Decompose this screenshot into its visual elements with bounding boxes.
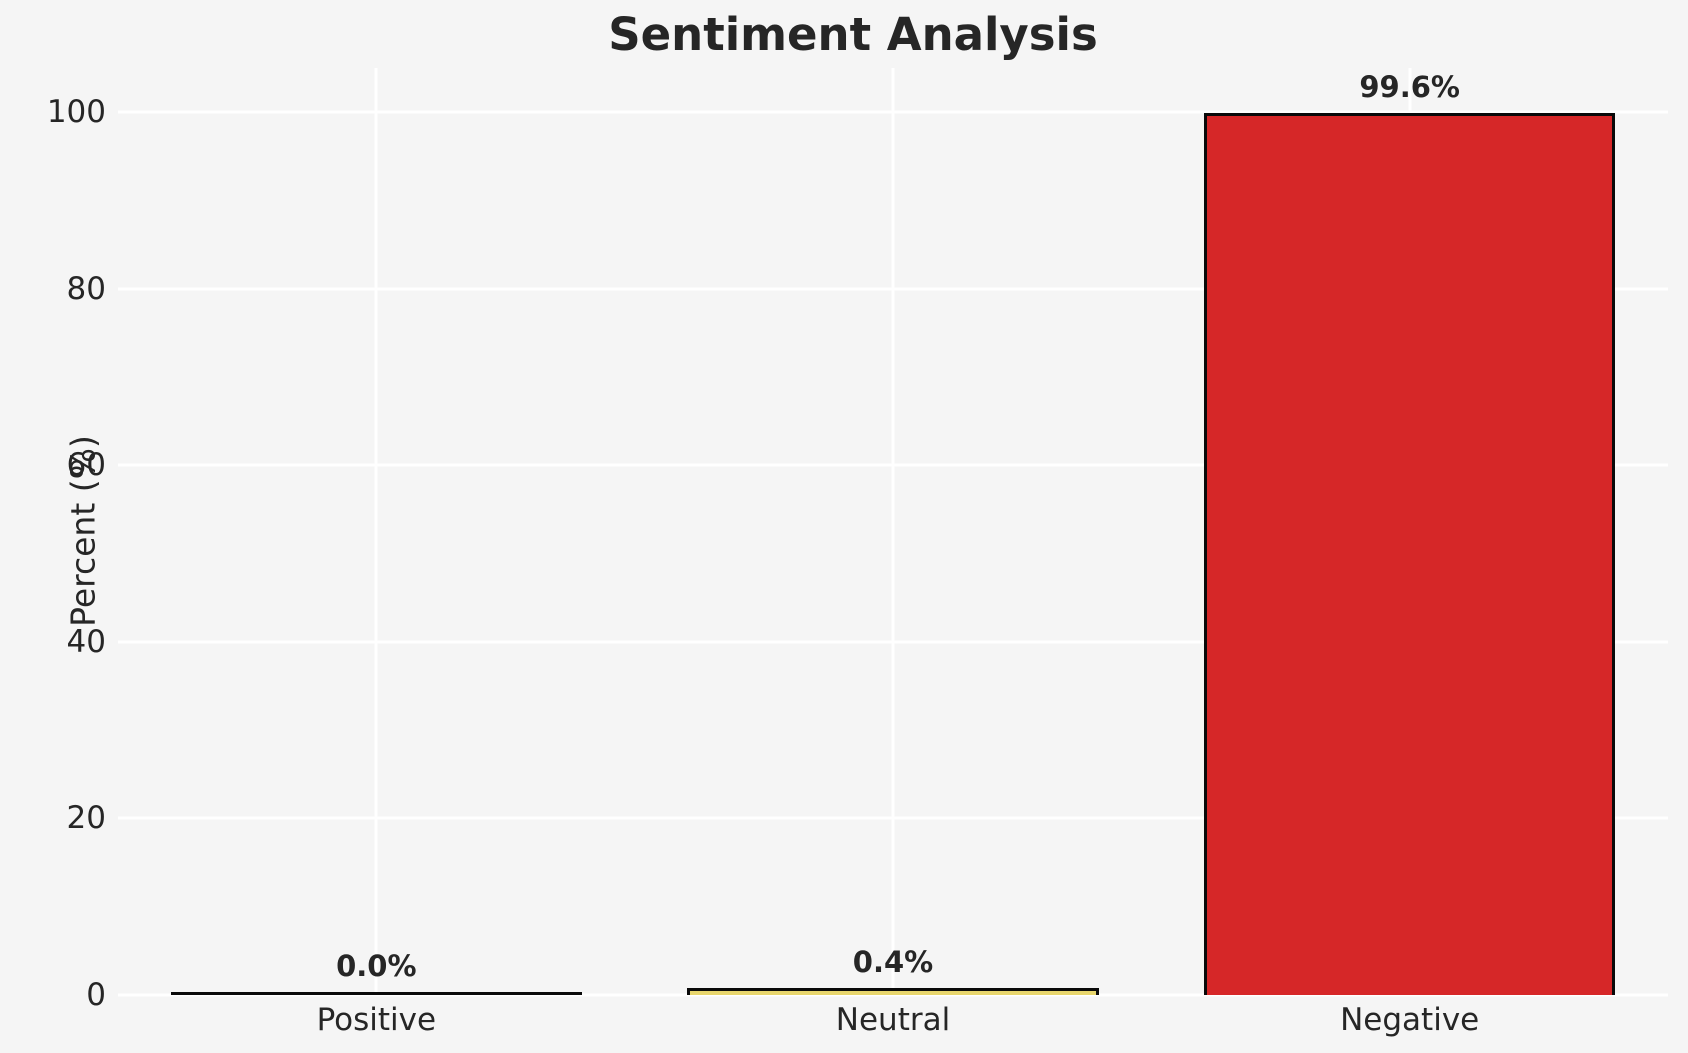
bar-neutral xyxy=(687,988,1099,995)
x-category-label-positive: Positive xyxy=(316,1002,437,1038)
bar-value-label-neutral: 0.4% xyxy=(852,945,934,980)
x-category-label-neutral: Neutral xyxy=(835,1002,951,1038)
bar-value-label-negative: 99.6% xyxy=(1359,69,1460,104)
bar-slot-negative: 99.6% xyxy=(1151,68,1668,995)
bar-slot-neutral: 0.4% xyxy=(635,68,1152,995)
gridline-horizontal-0 xyxy=(118,993,1668,997)
bar-positive xyxy=(170,992,582,995)
x-category-label-negative: Negative xyxy=(1340,1002,1480,1038)
y-tick-label-20: 20 xyxy=(66,800,106,837)
gridline-vertical-0 xyxy=(374,68,378,995)
y-tick-label-40: 40 xyxy=(66,623,106,660)
bar-slot-positive: 0.0% xyxy=(118,68,635,995)
y-tick-label-80: 80 xyxy=(66,270,106,307)
y-tick-label-0: 0 xyxy=(86,977,106,1013)
gridline-vertical-1 xyxy=(891,68,895,995)
bar-negative xyxy=(1204,112,1616,995)
plot-area: 0.0% 0.4% 99.6% xyxy=(118,68,1668,997)
bar-value-label-positive: 0.0% xyxy=(336,949,417,983)
y-tick-label-100: 100 xyxy=(46,94,106,131)
bar-group: 0.0% 0.4% 99.6% xyxy=(118,68,1668,995)
chart-title: Sentiment Analysis xyxy=(608,8,1098,61)
y-tick-label-60: 60 xyxy=(66,447,106,484)
x-axis-category-labels: Positive Neutral Negative xyxy=(118,1002,1668,1038)
